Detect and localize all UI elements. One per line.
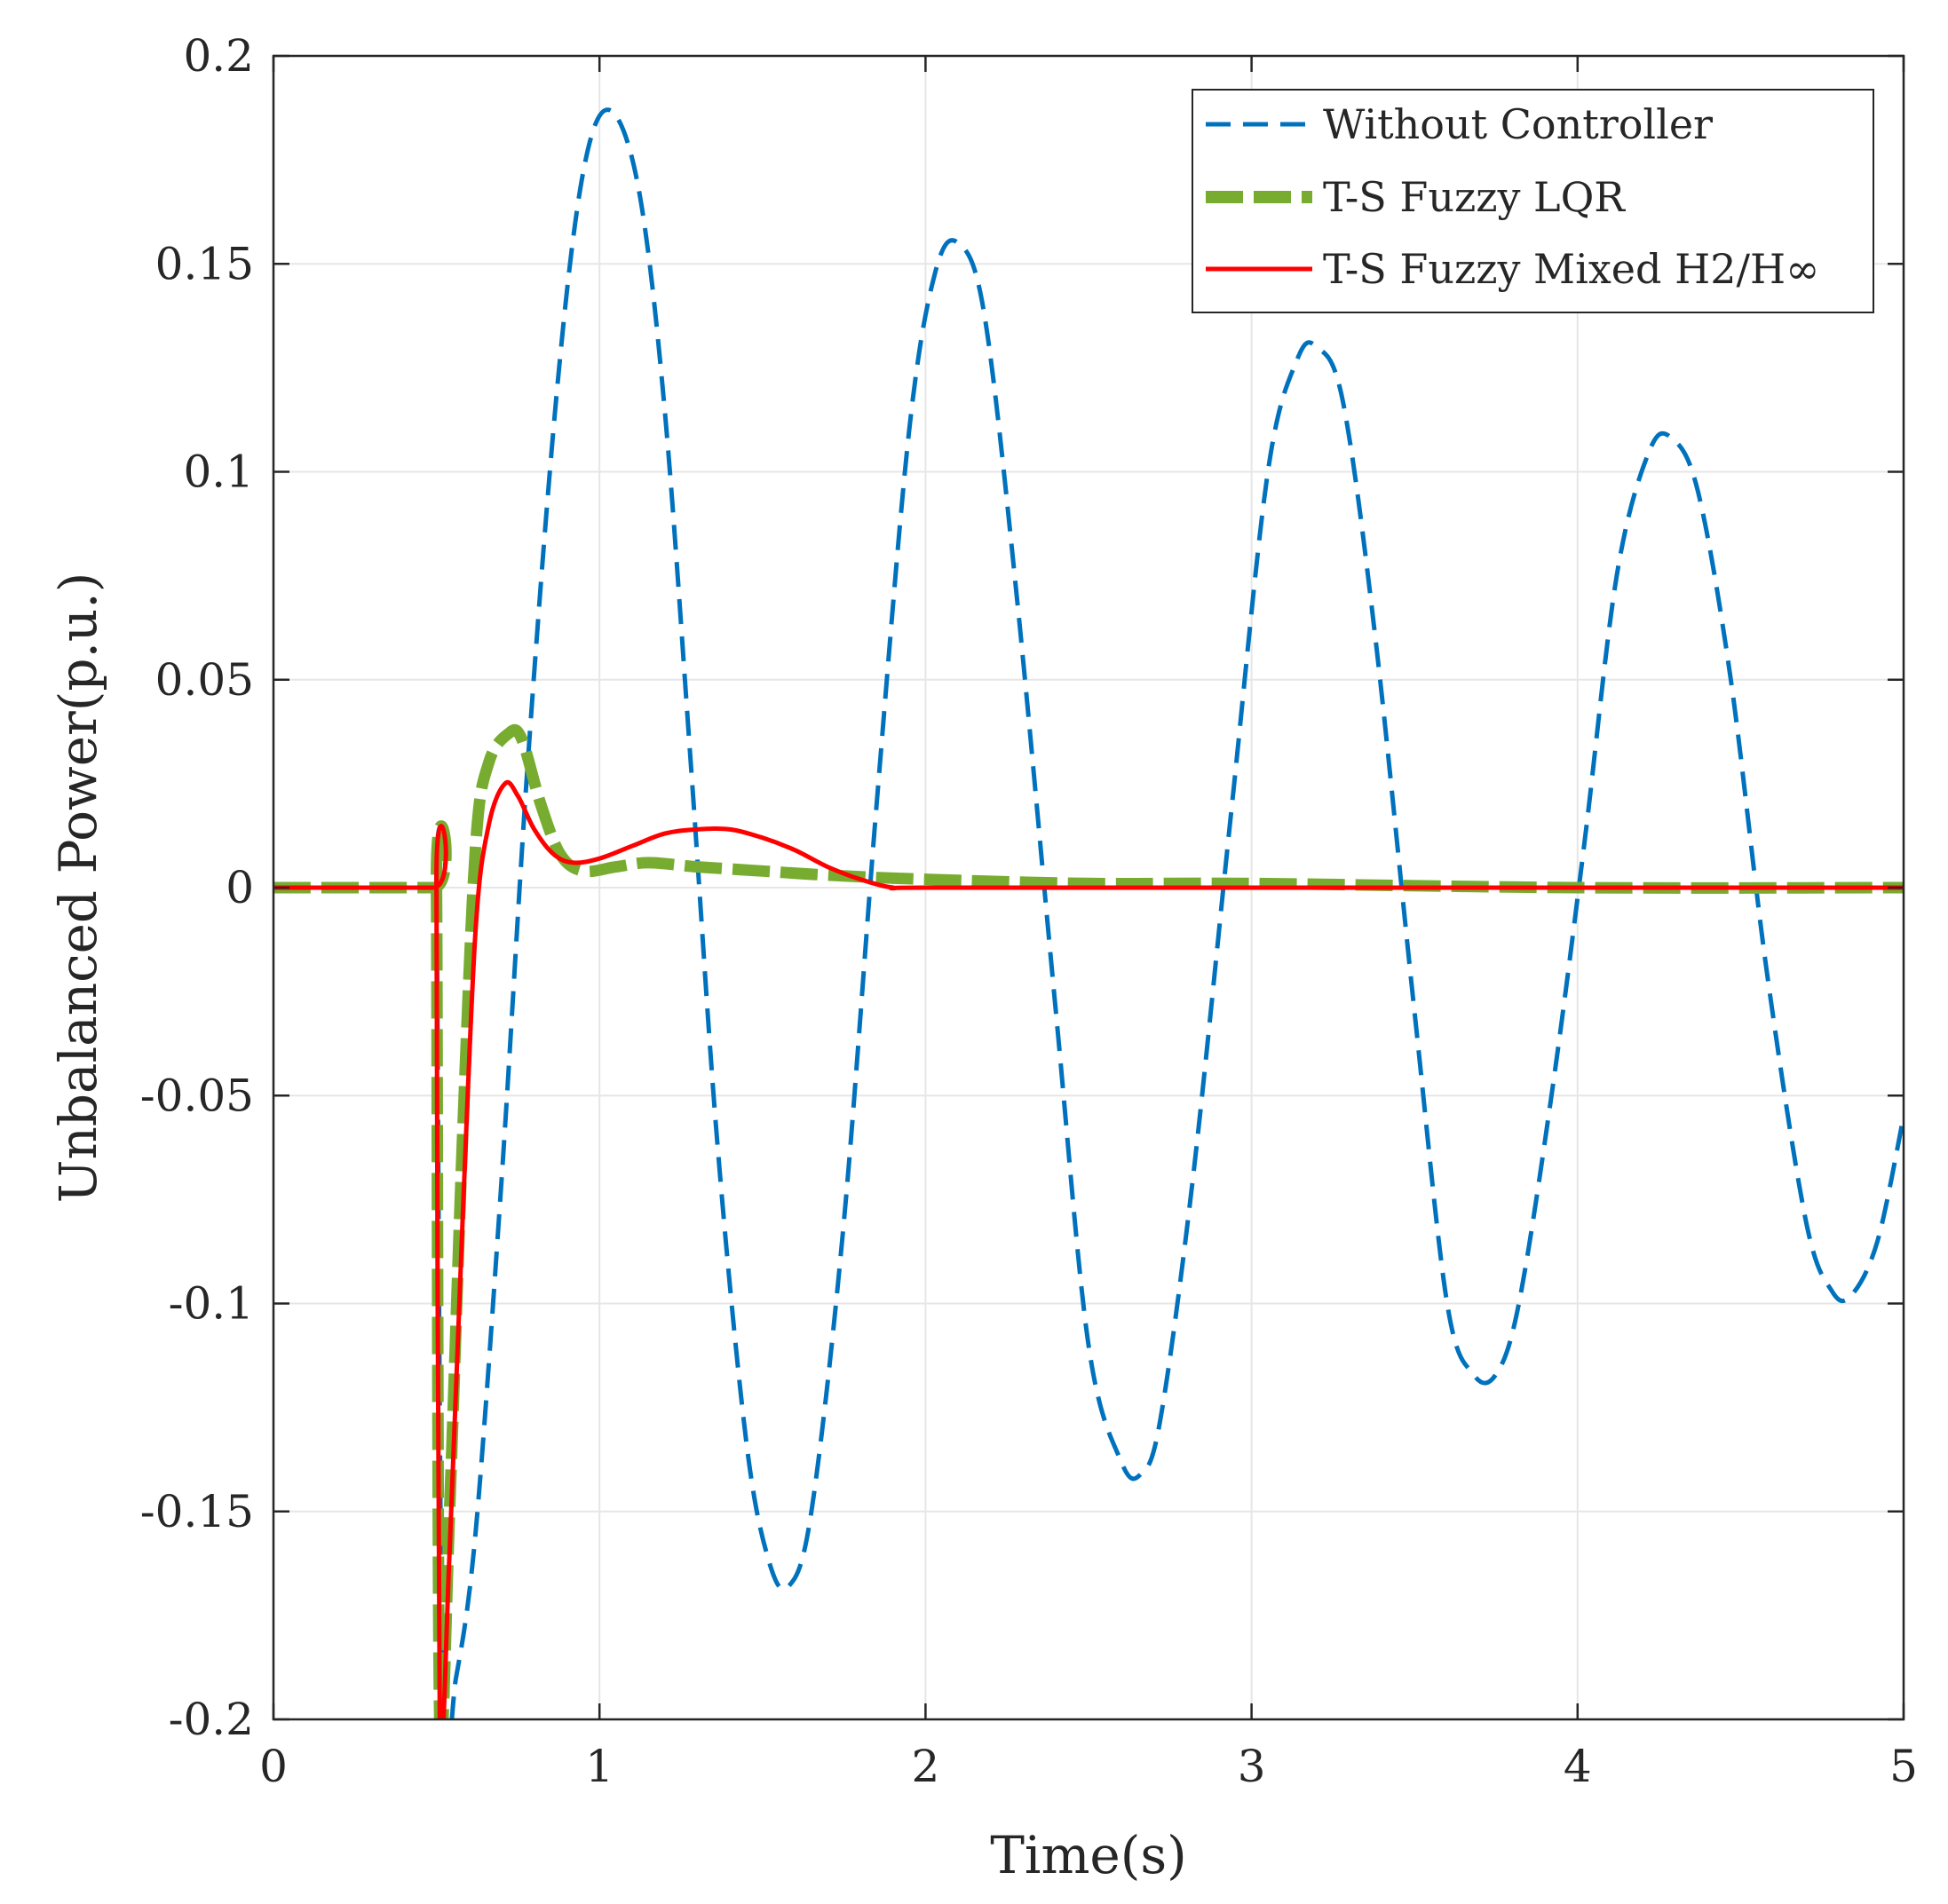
series-layer	[273, 107, 1904, 1719]
y-tick-label: 0	[226, 862, 254, 913]
y-tick-label: -0.1	[169, 1278, 254, 1330]
x-tick-label: 0	[259, 1741, 288, 1792]
ticks: 0 1 2 3 4 5 0.2 0.15 0.1 0.05 0 -0.05 -0.1 -0.15 -0.2	[140, 30, 1918, 1792]
y-axis-label: Unbalanced Power(p.u.)	[48, 573, 108, 1204]
series-without-controller	[273, 107, 1904, 1719]
y-tick-label: 0.1	[183, 446, 254, 498]
y-tick-label: -0.05	[140, 1070, 254, 1121]
series-ts-fuzzy-mixed-h2-hinf	[273, 780, 1904, 1719]
x-tick-label: 2	[911, 1741, 939, 1792]
x-axis-label: Time(s)	[990, 1825, 1187, 1885]
y-tick-label: -0.2	[169, 1694, 254, 1745]
y-tick-label: 0.2	[183, 30, 254, 82]
y-tick-label: -0.15	[140, 1486, 254, 1537]
x-tick-label: 4	[1564, 1741, 1592, 1792]
y-tick-label: 0.15	[155, 238, 254, 289]
x-tick-label: 3	[1238, 1741, 1266, 1792]
y-tick-label: 0.05	[155, 654, 254, 706]
legend-label-lqr: T-S Fuzzy LQR	[1323, 173, 1626, 221]
x-tick-label: 1	[585, 1741, 614, 1792]
legend: Without Controller T-S Fuzzy LQR T-S Fuz…	[1192, 89, 1874, 313]
legend-label-mixed: T-S Fuzzy Mixed H2/H∞	[1323, 245, 1819, 293]
x-tick-label: 5	[1889, 1741, 1918, 1792]
legend-label-without-controller: Without Controller	[1323, 100, 1713, 148]
